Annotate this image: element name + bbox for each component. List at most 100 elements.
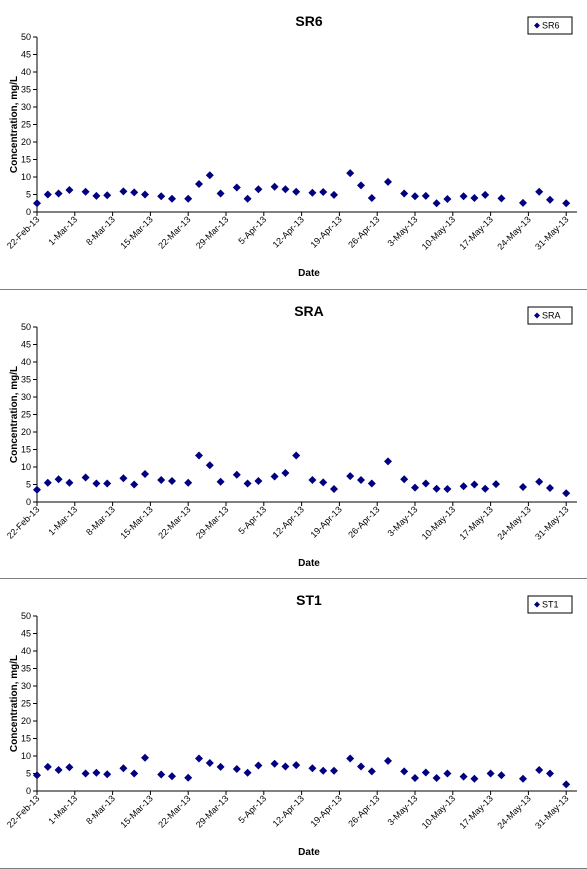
data-point bbox=[519, 774, 527, 783]
data-point bbox=[421, 768, 430, 777]
data-point bbox=[459, 772, 468, 781]
legend-label: ST1 bbox=[542, 600, 559, 610]
data-point bbox=[346, 169, 355, 178]
data-point bbox=[519, 482, 527, 491]
data-point bbox=[308, 188, 317, 197]
x-tick-label: 26-Apr-13 bbox=[346, 504, 381, 539]
y-tick-label: 45 bbox=[21, 50, 31, 60]
chart-sra: SRA 0 5 10 15 20 25 30 35 40 45 50 22-Feb-13 1-Mar-13… bbox=[5, 303, 577, 569]
data-point bbox=[65, 763, 74, 772]
x-tick-label: 26-Apr-13 bbox=[346, 793, 381, 828]
x-axis-title: Date bbox=[298, 558, 320, 569]
data-point bbox=[308, 475, 317, 484]
data-point bbox=[470, 194, 479, 202]
x-tick-label: 22-Mar-13 bbox=[156, 504, 192, 540]
y-tick-label: 35 bbox=[21, 375, 31, 385]
x-tick-label: 24-May-13 bbox=[495, 504, 532, 541]
x-tick-label: 3-May-13 bbox=[385, 793, 419, 827]
chart-sr6: SR6 0 5 10 15 20 25 30 35 40 45 50 22-Feb-13 1-Mar-13… bbox=[5, 13, 577, 279]
data-point bbox=[92, 479, 101, 488]
chart-panel-sr6: SR6 0 5 10 15 20 25 30 35 40 45 50 22-Feb-13 1-Mar-13… bbox=[0, 0, 587, 289]
x-tick-label: 29-Mar-13 bbox=[194, 793, 230, 829]
y-tick-label: 45 bbox=[21, 629, 31, 639]
legend-label: SR6 bbox=[542, 21, 560, 31]
data-point bbox=[519, 198, 527, 207]
y-tick-label: 25 bbox=[21, 120, 31, 130]
data-point bbox=[546, 769, 554, 778]
y-tick-label: 30 bbox=[21, 392, 31, 402]
data-point bbox=[119, 764, 128, 773]
y-tick-label: 10 bbox=[21, 751, 31, 761]
y-tick-label: 50 bbox=[21, 322, 31, 332]
x-tick-label: 29-Mar-13 bbox=[194, 504, 230, 540]
data-point bbox=[141, 190, 149, 199]
x-tick-label: 1-Mar-13 bbox=[46, 214, 79, 247]
x-tick-label: 29-Mar-13 bbox=[194, 214, 230, 250]
y-tick-label: 50 bbox=[21, 32, 31, 42]
data-point bbox=[205, 461, 214, 470]
data-point bbox=[184, 194, 193, 203]
data-point bbox=[33, 199, 41, 208]
data-point bbox=[384, 177, 392, 186]
data-point bbox=[103, 479, 112, 488]
data-point bbox=[367, 767, 376, 776]
data-point bbox=[130, 769, 139, 778]
x-tick-label: 31-May-13 bbox=[533, 504, 570, 541]
data-point bbox=[81, 769, 90, 778]
data-point bbox=[168, 194, 176, 203]
data-point bbox=[243, 768, 252, 777]
x-tick-label: 26-Apr-13 bbox=[346, 214, 381, 249]
data-point bbox=[562, 780, 571, 789]
data-point bbox=[562, 489, 571, 498]
legend-marker bbox=[534, 601, 540, 608]
y-axis-title: Concentration, mg/L bbox=[9, 76, 20, 173]
data-point bbox=[130, 480, 139, 489]
data-point bbox=[119, 187, 128, 196]
x-tick-label: 12-Apr-13 bbox=[271, 793, 306, 828]
data-point bbox=[400, 475, 409, 484]
y-tick-label: 10 bbox=[21, 462, 31, 472]
x-tick-label: 1-Mar-13 bbox=[46, 504, 79, 537]
data-point bbox=[384, 756, 392, 765]
x-tick-label: 8-Mar-13 bbox=[84, 214, 117, 247]
data-point bbox=[497, 194, 506, 203]
data-point bbox=[292, 187, 301, 196]
data-point bbox=[308, 764, 317, 773]
x-tick-label: 22-Feb-13 bbox=[5, 214, 41, 250]
y-tick-label: 15 bbox=[21, 445, 31, 455]
legend: SR6 bbox=[527, 16, 573, 35]
y-tick-label: 30 bbox=[21, 681, 31, 691]
data-point bbox=[270, 759, 279, 768]
data-point bbox=[205, 171, 214, 180]
x-tick-label: 10-May-13 bbox=[420, 504, 457, 541]
data-point bbox=[168, 477, 176, 485]
data-point bbox=[481, 190, 490, 199]
y-tick-label: 5 bbox=[26, 480, 31, 490]
legend: ST1 bbox=[527, 595, 573, 614]
legend-label: SRA bbox=[542, 311, 561, 321]
y-axis-title: Concentration, mg/L bbox=[9, 366, 20, 463]
y-tick-label: 15 bbox=[21, 734, 31, 744]
data-point bbox=[184, 478, 193, 487]
x-tick-label: 3-May-13 bbox=[385, 214, 419, 248]
data-point bbox=[33, 485, 41, 494]
x-tick-label: 22-Feb-13 bbox=[5, 793, 41, 829]
legend-marker bbox=[534, 22, 540, 29]
data-point bbox=[330, 485, 338, 494]
y-tick-label: 40 bbox=[21, 646, 31, 656]
data-point bbox=[33, 771, 41, 780]
data-point bbox=[157, 192, 166, 201]
data-point bbox=[232, 470, 241, 479]
x-tick-label: 5-Apr-13 bbox=[236, 214, 268, 246]
x-tick-label: 5-Apr-13 bbox=[236, 793, 268, 825]
y-tick-label: 35 bbox=[21, 85, 31, 95]
data-point bbox=[81, 187, 90, 196]
data-point bbox=[562, 199, 571, 208]
data-point bbox=[43, 190, 52, 199]
y-tick-label: 15 bbox=[21, 155, 31, 165]
data-point bbox=[65, 478, 74, 487]
panel-divider bbox=[0, 578, 587, 579]
x-tick-label: 22-Mar-13 bbox=[156, 793, 192, 829]
data-point bbox=[65, 185, 74, 194]
data-point bbox=[130, 188, 139, 197]
